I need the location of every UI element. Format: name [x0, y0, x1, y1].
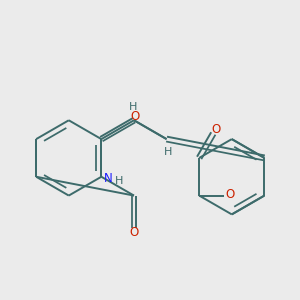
Text: O: O [129, 226, 139, 239]
Text: H: H [115, 176, 124, 186]
Text: O: O [131, 110, 140, 123]
Text: H: H [164, 147, 173, 157]
Text: H: H [129, 102, 137, 112]
Text: O: O [226, 188, 235, 201]
Text: O: O [212, 123, 221, 136]
Text: N: N [104, 172, 113, 185]
